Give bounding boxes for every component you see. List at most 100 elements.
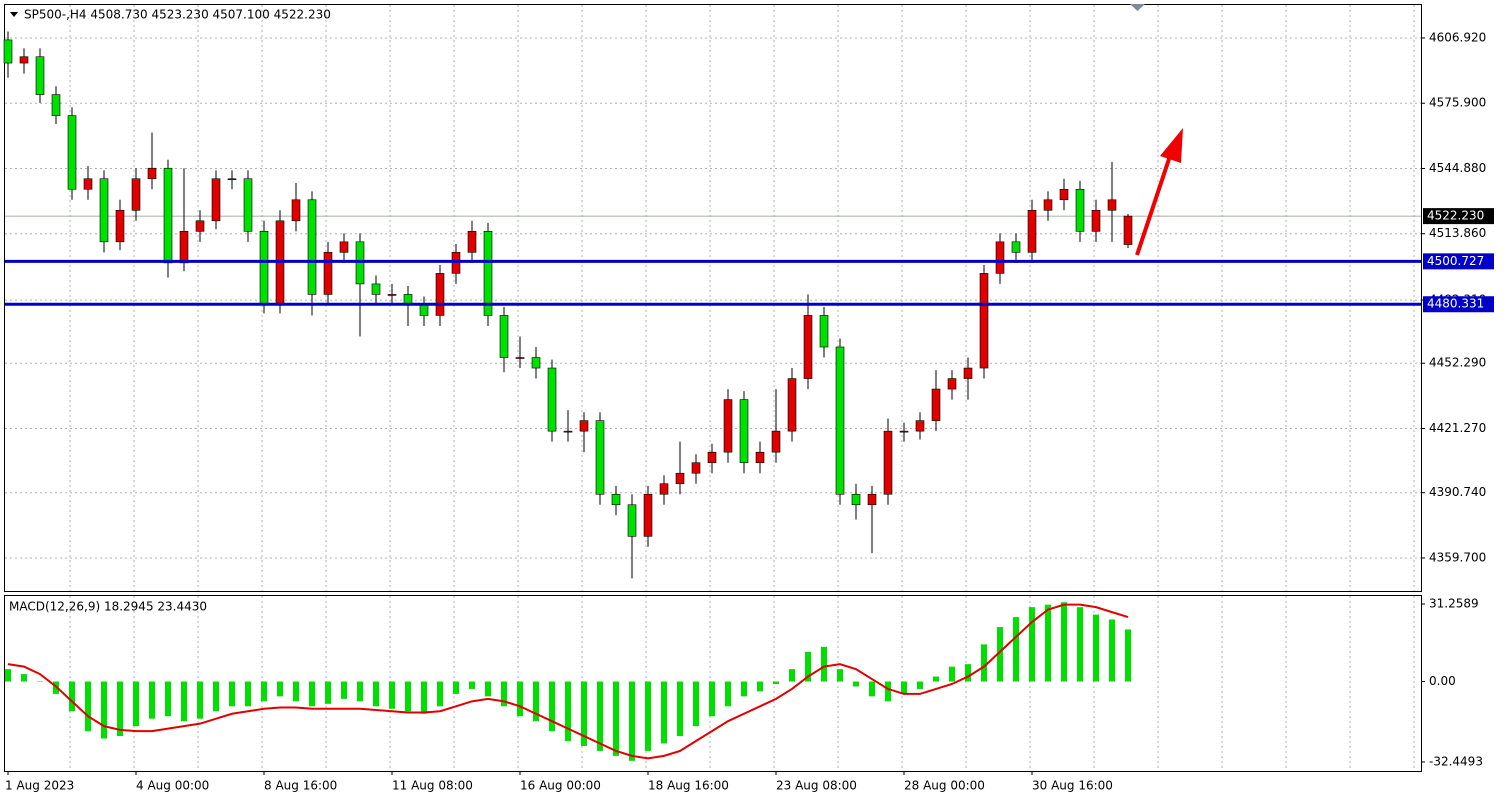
macd-bar	[757, 681, 763, 692]
x-tick-label: 4 Aug 00:00	[136, 779, 209, 793]
macd-bar	[213, 681, 219, 712]
candle-body	[291, 199, 301, 222]
macd-bar	[85, 681, 91, 732]
candle-body	[691, 462, 701, 474]
candle-body	[707, 451, 717, 463]
candle-body	[339, 241, 349, 253]
candle-body	[883, 430, 893, 495]
candle-body	[515, 357, 525, 359]
macd-bar	[613, 681, 619, 756]
candle-body	[771, 430, 781, 453]
arrow-shaft	[1135, 149, 1174, 256]
grid	[5, 5, 1421, 771]
macd-bar	[421, 681, 427, 714]
candle-body	[819, 315, 829, 348]
macd-bar	[1077, 607, 1083, 682]
macd-bar	[693, 681, 699, 727]
macd-bar	[469, 681, 475, 689]
candle-body	[979, 273, 989, 369]
candle-body	[579, 420, 589, 432]
candle-body	[1075, 188, 1085, 232]
candle-body	[659, 483, 669, 495]
macd-bar	[1029, 607, 1035, 682]
macd-bar	[533, 681, 539, 722]
candle-body	[851, 493, 861, 506]
x-tick-label: 23 Aug 08:00	[776, 779, 857, 793]
candle-body	[995, 241, 1005, 274]
macd-bar	[725, 681, 731, 707]
macd-bar	[597, 681, 603, 751]
macd-bar	[997, 626, 1003, 682]
shift-marker	[1130, 4, 1145, 11]
candle-body	[947, 378, 957, 390]
candle-body	[179, 231, 189, 264]
candle-body	[451, 252, 461, 274]
macd-bar	[1013, 617, 1019, 682]
macd-bar	[821, 646, 827, 682]
candle-body	[419, 304, 429, 316]
macd-bar	[165, 681, 171, 717]
candle-body	[131, 178, 141, 211]
main-frame	[4, 4, 1422, 592]
candle-body	[1123, 215, 1133, 245]
candle-body	[355, 241, 365, 285]
candle-body	[499, 315, 509, 358]
candle-body	[627, 504, 637, 537]
macd-bar	[181, 681, 187, 722]
candle-body	[99, 178, 109, 243]
level-label-box	[1423, 253, 1494, 270]
x-tick-label: 11 Aug 08:00	[392, 779, 473, 793]
y-tick-label: 31.2589	[1429, 597, 1479, 611]
candle-body	[1043, 199, 1053, 211]
candle-body	[435, 273, 445, 316]
candle-body	[67, 115, 77, 190]
macd-bar	[917, 681, 923, 689]
macd-bar	[5, 669, 11, 682]
y-tick-label: 4606.920	[1429, 30, 1486, 44]
macd-bar	[869, 681, 875, 697]
candle-body	[467, 231, 477, 253]
arrow-head	[1160, 128, 1183, 163]
macd-bar	[773, 681, 779, 684]
macd-bar	[197, 681, 203, 719]
last-price-label: 4522.230	[1427, 209, 1484, 223]
candle-body	[755, 451, 765, 463]
candle-body	[835, 346, 845, 495]
candle-body	[931, 388, 941, 421]
macd-bar	[293, 681, 299, 702]
macd-bar	[501, 681, 507, 707]
candle-body	[531, 357, 541, 369]
x-tick-label: 16 Aug 00:00	[520, 779, 601, 793]
macd-bar	[101, 681, 107, 739]
candle-body	[1107, 199, 1117, 211]
macd-bar	[837, 669, 843, 682]
candle-body	[371, 283, 381, 295]
y-tick-label: 4575.900	[1429, 96, 1486, 110]
macd-bar	[309, 681, 315, 707]
y-tick-label: 4513.860	[1429, 226, 1486, 240]
candle-body	[19, 56, 29, 64]
macd-title: MACD(12,26,9) 18.2945 23.4430	[9, 600, 207, 614]
macd-bar	[37, 681, 43, 683]
candle-body	[867, 493, 877, 506]
candle-body	[307, 199, 317, 295]
macd-bar	[245, 681, 251, 707]
macd-bar	[325, 681, 331, 704]
macd-bar	[645, 681, 651, 751]
x-tick-label: 8 Aug 16:00	[264, 779, 337, 793]
macd-bar	[949, 666, 955, 682]
macd-bar	[1045, 604, 1051, 682]
candle-body	[51, 94, 61, 116]
macd-bar	[885, 681, 891, 702]
candle-body	[195, 220, 205, 232]
candle-body	[35, 56, 45, 95]
candle-body	[163, 167, 173, 264]
macd-bar	[933, 676, 939, 682]
macd-bar	[581, 681, 587, 746]
candle-body	[227, 178, 237, 181]
macd-bar	[965, 664, 971, 682]
macd-bar	[133, 681, 139, 727]
candle-body	[723, 399, 733, 453]
macd-bar	[405, 681, 411, 712]
candle-body	[963, 367, 973, 379]
